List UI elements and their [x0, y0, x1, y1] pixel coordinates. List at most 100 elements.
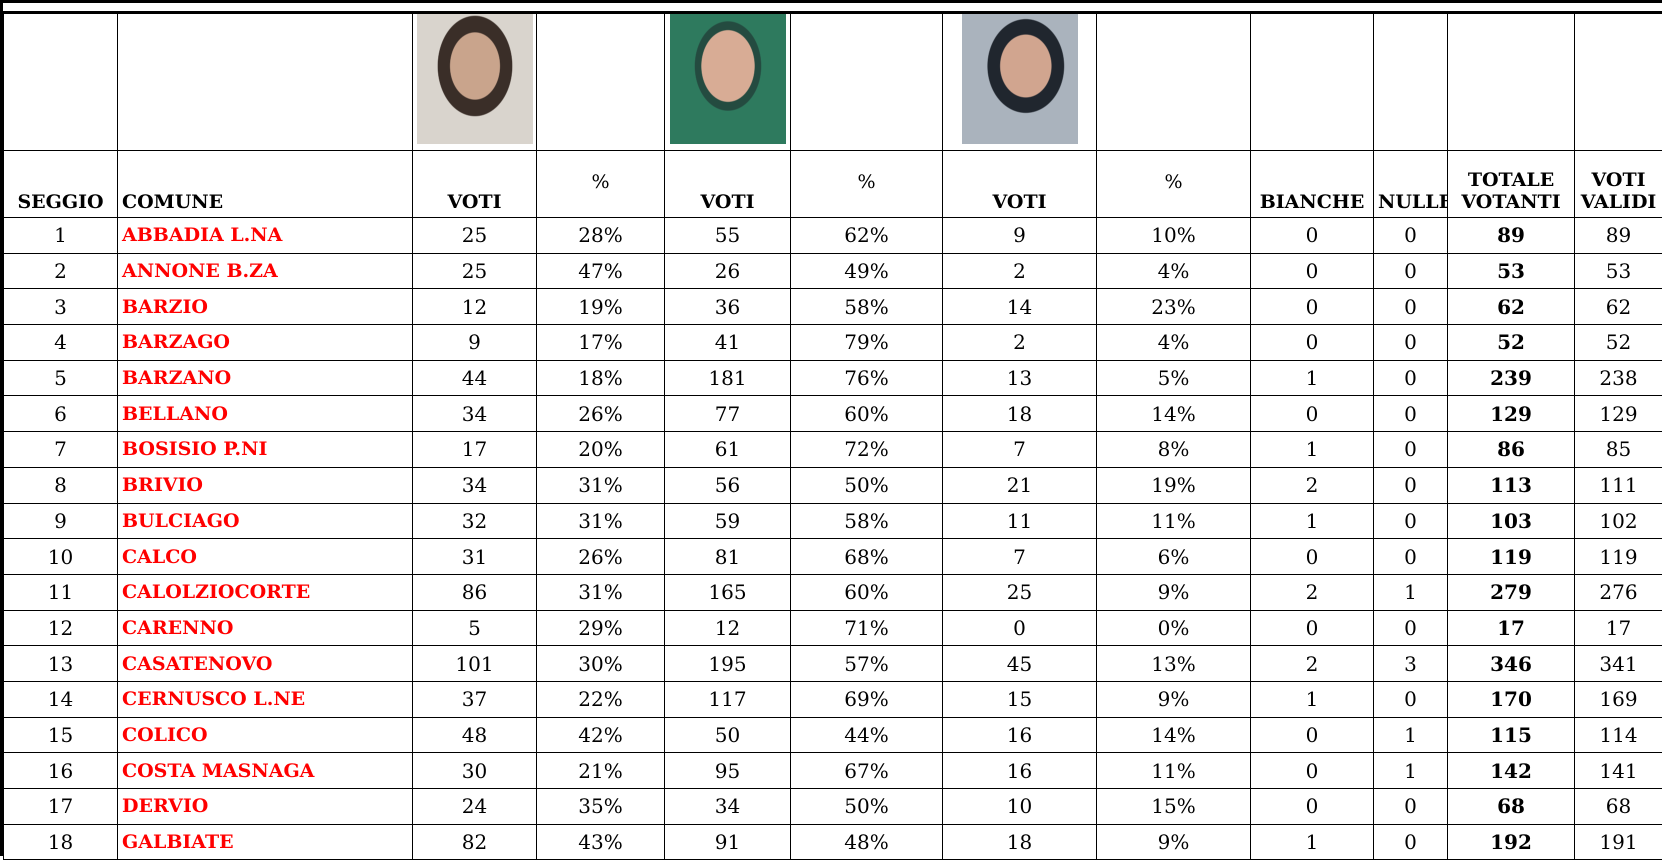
value-cell: 9: [4, 503, 118, 539]
value-cell: 53: [1575, 253, 1662, 289]
value-cell: 71%: [791, 610, 943, 646]
value-cell: 62%: [791, 218, 943, 254]
value-cell: 0: [1374, 360, 1448, 396]
value-cell: 12: [665, 610, 791, 646]
value-cell: 34: [665, 789, 791, 825]
candidate-photo: [962, 14, 1078, 144]
value-cell: 59: [665, 503, 791, 539]
value-cell: 10%: [1097, 218, 1251, 254]
comune-cell: COSTA MASNAGA: [118, 753, 413, 789]
value-cell: 181: [665, 360, 791, 396]
value-cell: 31%: [537, 503, 665, 539]
value-cell: 76%: [791, 360, 943, 396]
value-cell: 0: [1251, 325, 1374, 361]
value-cell: 238: [1575, 360, 1662, 396]
comune-cell: CASATENOVO: [118, 646, 413, 682]
value-cell: 43%: [537, 824, 665, 860]
value-cell: 12: [4, 610, 118, 646]
value-cell: 57%: [791, 646, 943, 682]
value-cell: 142: [1448, 753, 1575, 789]
value-cell: 11: [943, 503, 1097, 539]
value-cell: 129: [1575, 396, 1662, 432]
value-cell: 1: [1251, 360, 1374, 396]
value-cell: 18: [943, 396, 1097, 432]
value-cell: 2: [1251, 646, 1374, 682]
comune-cell: CALOLZIOCORTE: [118, 574, 413, 610]
value-cell: 58%: [791, 503, 943, 539]
value-cell: 60%: [791, 574, 943, 610]
value-cell: 82: [413, 824, 537, 860]
value-cell: 95: [665, 753, 791, 789]
value-cell: 0: [1251, 717, 1374, 753]
value-cell: 16: [943, 753, 1097, 789]
value-cell: 53: [1448, 253, 1575, 289]
value-cell: 0: [1374, 610, 1448, 646]
value-cell: 103: [1448, 503, 1575, 539]
value-cell: 239: [1448, 360, 1575, 396]
value-cell: 346: [1448, 646, 1575, 682]
value-cell: 15%: [1097, 789, 1251, 825]
value-cell: 52: [1575, 325, 1662, 361]
value-cell: 17: [1575, 610, 1662, 646]
value-cell: 62: [1575, 289, 1662, 325]
photo-cell: [1374, 14, 1448, 151]
comune-cell: BELLANO: [118, 396, 413, 432]
spreadsheet: SEGGIOCOMUNEVOTI%VOTI%VOTI%BIANCHENULLET…: [0, 0, 1662, 856]
value-cell: 119: [1448, 539, 1575, 575]
value-cell: 26: [665, 253, 791, 289]
value-cell: 11%: [1097, 503, 1251, 539]
value-cell: 52: [1448, 325, 1575, 361]
value-cell: 7: [943, 432, 1097, 468]
value-cell: 4: [4, 325, 118, 361]
value-cell: 12: [413, 289, 537, 325]
value-cell: 17: [413, 432, 537, 468]
value-cell: 91: [665, 824, 791, 860]
value-cell: 114: [1575, 717, 1662, 753]
value-cell: 55: [665, 218, 791, 254]
value-cell: 9: [943, 218, 1097, 254]
photo-cell: [943, 14, 1097, 151]
comune-cell: BARZAGO: [118, 325, 413, 361]
value-cell: 1: [1374, 753, 1448, 789]
value-cell: 279: [1448, 574, 1575, 610]
photo-cell: [537, 14, 665, 151]
value-cell: 102: [1575, 503, 1662, 539]
value-cell: 0: [1374, 432, 1448, 468]
value-cell: 48: [413, 717, 537, 753]
photo-row: [4, 14, 1662, 151]
value-cell: 0: [1374, 681, 1448, 717]
value-cell: 117: [665, 681, 791, 717]
value-cell: 0: [1374, 467, 1448, 503]
value-cell: 9%: [1097, 574, 1251, 610]
value-cell: 31: [413, 539, 537, 575]
value-cell: 18%: [537, 360, 665, 396]
value-cell: 0: [1374, 253, 1448, 289]
value-cell: 26%: [537, 539, 665, 575]
value-cell: 11: [4, 574, 118, 610]
value-cell: 3: [4, 289, 118, 325]
value-cell: 16: [4, 753, 118, 789]
value-cell: 9%: [1097, 681, 1251, 717]
value-cell: 42%: [537, 717, 665, 753]
value-cell: 79%: [791, 325, 943, 361]
value-cell: 129: [1448, 396, 1575, 432]
value-cell: 5%: [1097, 360, 1251, 396]
value-cell: 192: [1448, 824, 1575, 860]
value-cell: 19%: [1097, 467, 1251, 503]
header-cell: VOTI VALIDI: [1575, 151, 1662, 218]
value-cell: 48%: [791, 824, 943, 860]
value-cell: 0: [1251, 396, 1374, 432]
top-band: [3, 3, 1662, 13]
value-cell: 191: [1575, 824, 1662, 860]
value-cell: 2: [4, 253, 118, 289]
value-cell: 31%: [537, 467, 665, 503]
value-cell: 60%: [791, 396, 943, 432]
value-cell: 44%: [791, 717, 943, 753]
value-cell: 5: [4, 360, 118, 396]
